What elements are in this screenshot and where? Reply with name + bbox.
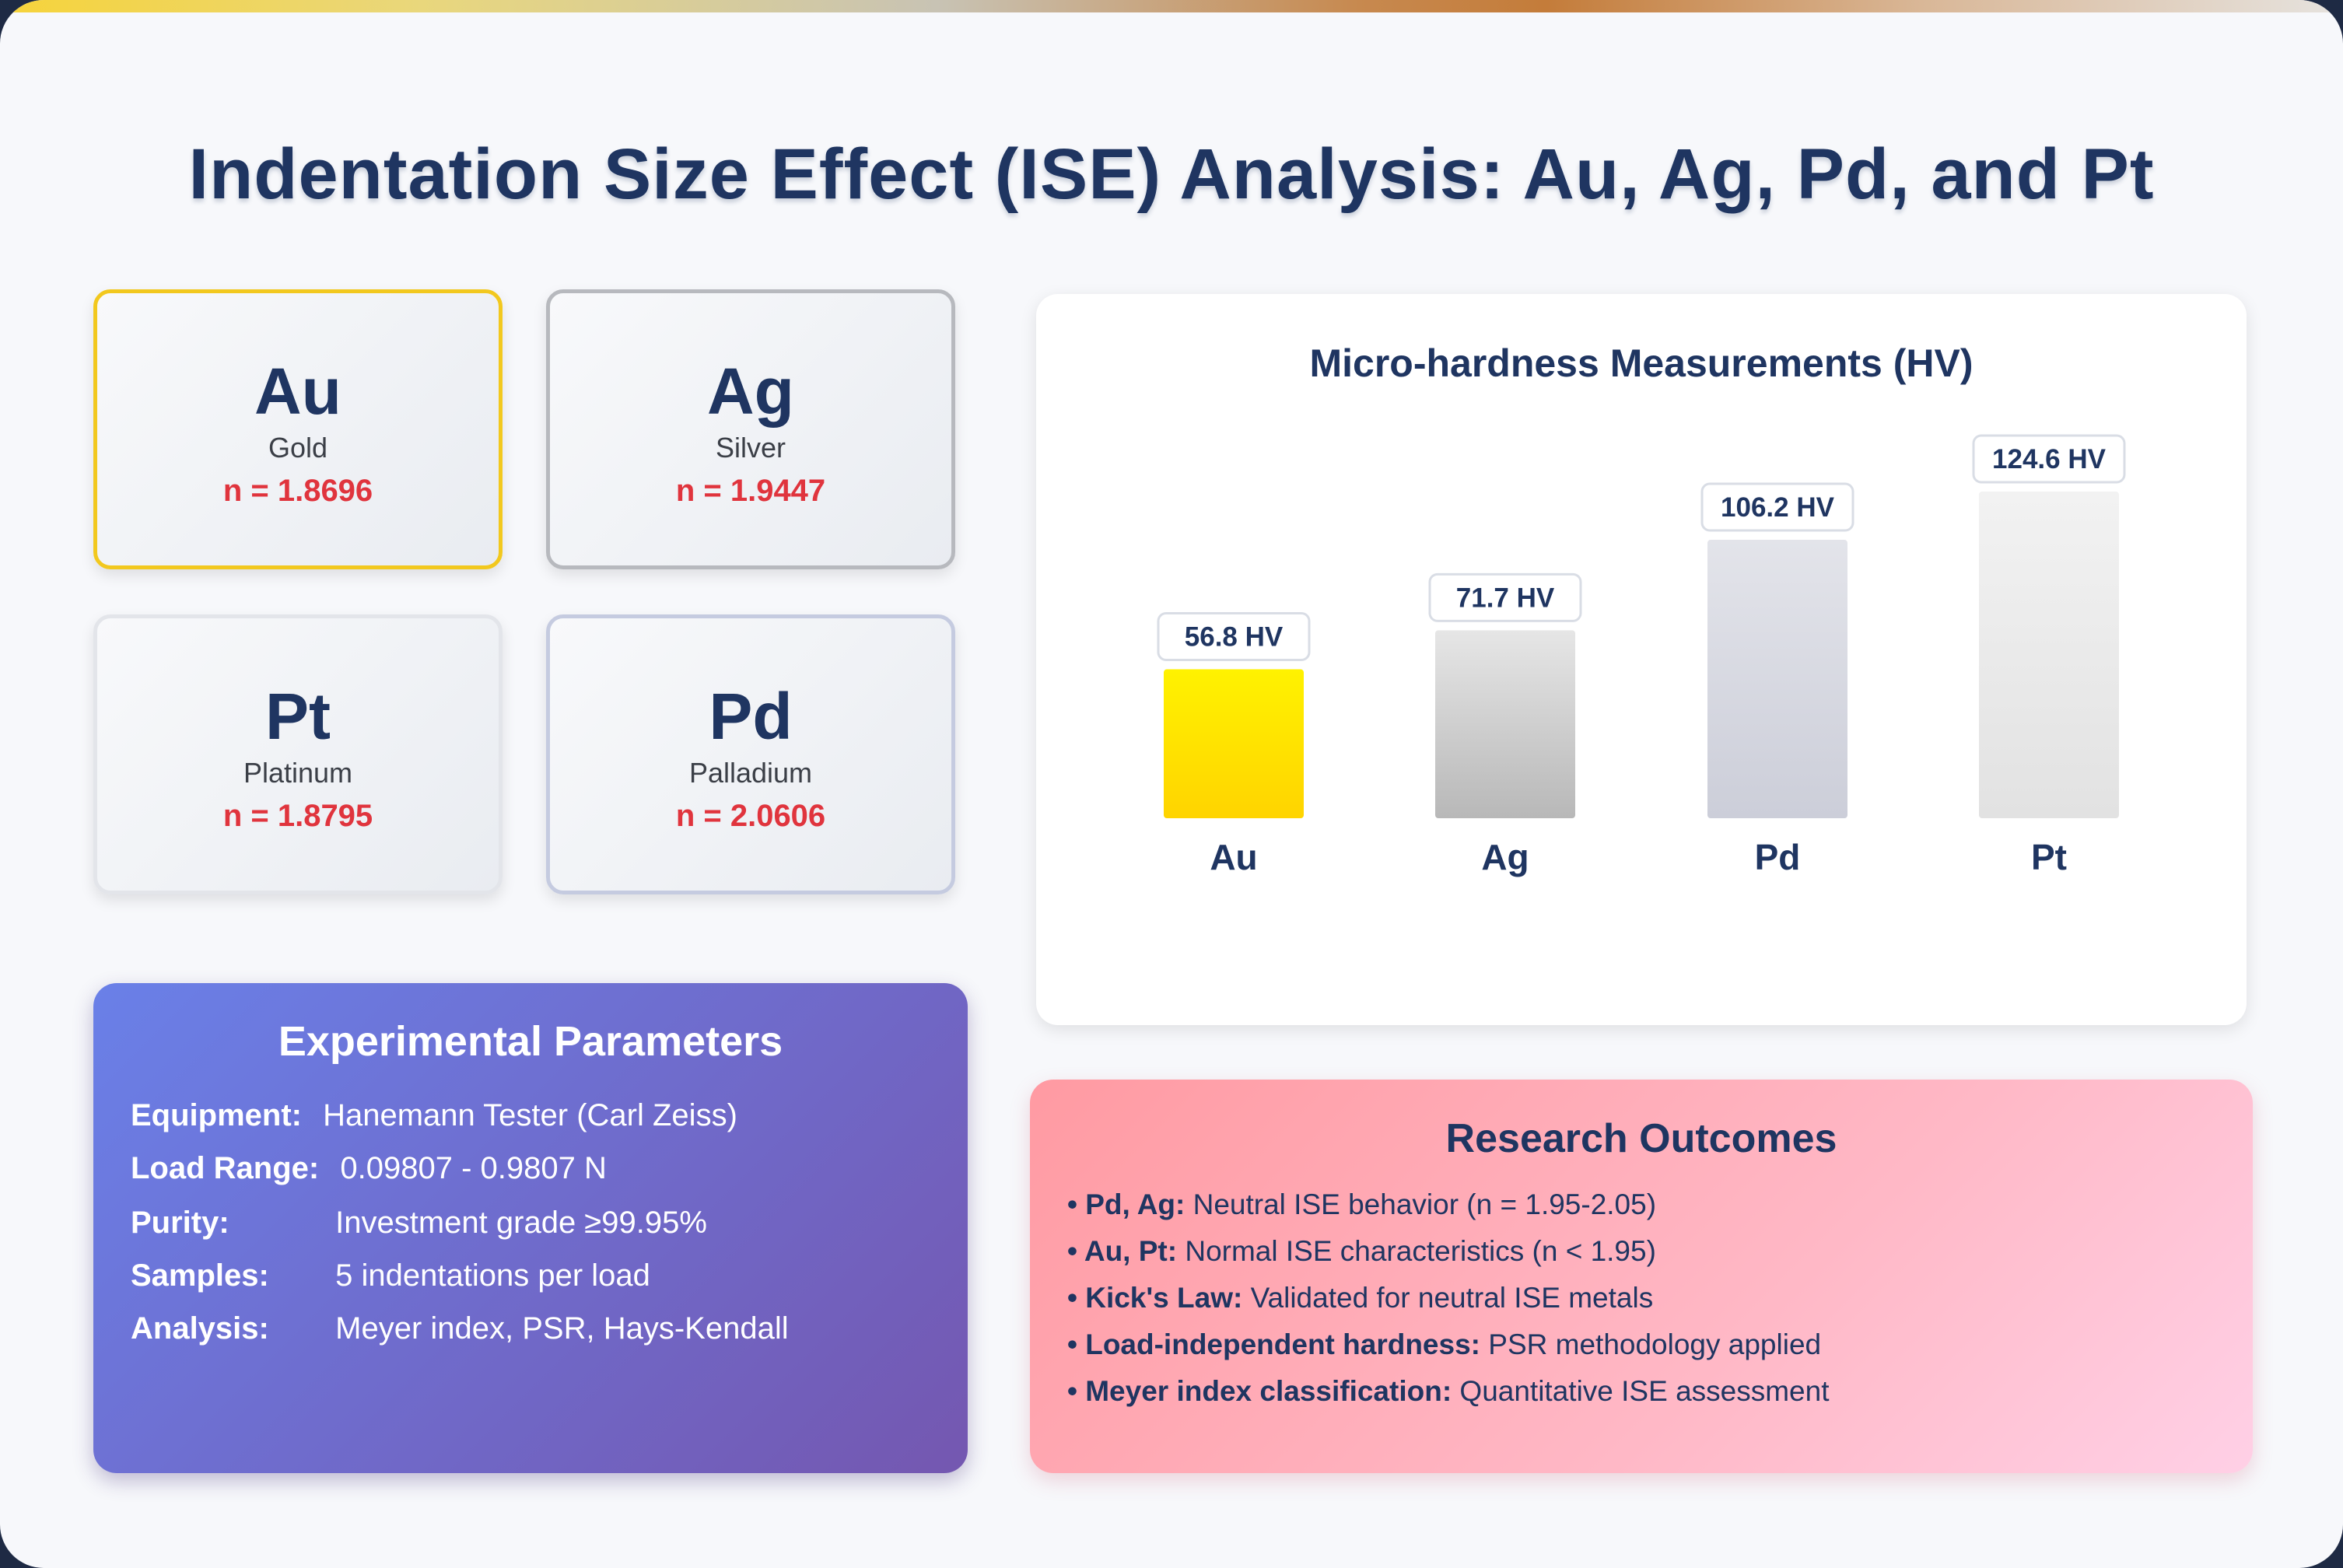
metal-card-ag: Ag Silver n = 1.9447 (546, 289, 955, 569)
metal-symbol: Pd (709, 680, 793, 753)
category-label: Pt (2031, 837, 2067, 877)
research-outcomes-panel: Research Outcomes • Pd, Ag: Neutral ISE … (1030, 1080, 2253, 1473)
param-value: 0.09807 - 0.9807 N (340, 1151, 607, 1185)
outcome-text: Neutral ISE behavior (n = 1.95-2.05) (1185, 1188, 1657, 1220)
outcome-label: • Load-independent hardness: (1067, 1328, 1480, 1360)
outcome-label: • Au, Pt: (1067, 1235, 1178, 1267)
category-label: Ag (1481, 837, 1529, 877)
param-row-samples: Samples: 5 indentations per load (131, 1258, 650, 1293)
metal-symbol: Ag (707, 355, 794, 428)
bar-au (1164, 669, 1304, 818)
metal-card-pd: Pd Palladium n = 2.0606 (546, 614, 955, 894)
outcomes-title: Research Outcomes (1445, 1116, 1837, 1161)
outcome-item: • Kick's Law: Validated for neutral ISE … (1067, 1282, 1653, 1314)
meyer-index-value: n = 1.9447 (675, 474, 826, 508)
param-row-purity: Purity: Investment grade ≥99.95% (131, 1206, 707, 1241)
outcome-item: • Meyer index classification: Quantitati… (1067, 1375, 1829, 1408)
outcome-text: Quantitative ISE assessment (1452, 1375, 1830, 1407)
outcome-label: • Pd, Ag: (1067, 1188, 1186, 1220)
param-value: Meyer index, PSR, Hays-Kendall (335, 1311, 789, 1346)
param-key: Analysis: (131, 1311, 269, 1346)
page-title: Indentation Size Effect (ISE) Analysis: … (188, 135, 2155, 214)
param-row-equipment: Equipment: Hanemann Tester (Carl Zeiss) (131, 1098, 737, 1133)
bar-pd (1707, 540, 1847, 818)
meyer-index-value: n = 1.8795 (222, 799, 373, 833)
bar-ag (1435, 630, 1575, 818)
meyer-index-value: n = 2.0606 (675, 799, 826, 833)
data-label-box (1700, 482, 1854, 532)
param-row-analysis: Analysis: Meyer index, PSR, Hays-Kendall (131, 1311, 789, 1346)
outcome-text: Validated for neutral ISE metals (1242, 1282, 1654, 1314)
outcome-item: • Au, Pt: Normal ISE characteristics (n … (1067, 1235, 1656, 1268)
data-label-box (1428, 572, 1582, 622)
outcome-label: • Meyer index classification: (1067, 1375, 1452, 1407)
params-title: Experimental Parameters (278, 1018, 783, 1065)
data-label: 124.6 HV (1992, 444, 2107, 474)
data-label: 106.2 HV (1721, 492, 1835, 523)
param-key: Equipment: (131, 1098, 302, 1132)
outcome-text: Normal ISE characteristics (n < 1.95) (1177, 1235, 1656, 1267)
data-label-box (1972, 434, 2126, 484)
param-key: Purity: (131, 1206, 229, 1240)
category-label: Au (1210, 837, 1257, 877)
param-value: Investment grade ≥99.95% (335, 1206, 707, 1240)
hardness-chart-panel: Micro-hardness Measurements (HV) 56.8 HV… (1036, 294, 2247, 1025)
metal-symbol: Pt (265, 680, 331, 753)
param-key: Samples: (131, 1258, 269, 1293)
bar-pt (1979, 492, 2119, 818)
metal-name: Silver (715, 432, 786, 464)
hardness-bar-chart: 56.8 HV Au 71.7 HV Ag 106.2 HV Pd 124.6 HV Pt (1157, 434, 2126, 877)
data-label: 56.8 HV (1185, 622, 1284, 653)
meyer-index-value: n = 1.8696 (222, 474, 373, 508)
chart-title: Micro-hardness Measurements (HV) (1309, 341, 1974, 385)
param-row-load-range: Load Range: 0.09807 - 0.9807 N (131, 1151, 607, 1186)
data-label-box (1157, 612, 1311, 662)
param-value: Hanemann Tester (Carl Zeiss) (323, 1098, 737, 1132)
metal-name: Palladium (688, 757, 813, 789)
metal-name: Platinum (243, 757, 353, 789)
outcome-item: • Load-independent hardness: PSR methodo… (1067, 1328, 1821, 1361)
top-accent-bar (0, 0, 2343, 12)
outcome-item: • Pd, Ag: Neutral ISE behavior (n = 1.95… (1067, 1188, 1656, 1221)
metal-card-au: Au Gold n = 1.8696 (93, 289, 503, 569)
experimental-parameters-panel: Experimental Parameters Equipment: Hanem… (93, 983, 968, 1473)
outcome-text: PSR methodology applied (1480, 1328, 1822, 1360)
category-label: Pd (1755, 837, 1801, 877)
outcome-label: • Kick's Law: (1067, 1282, 1243, 1314)
param-value: 5 indentations per load (335, 1258, 650, 1293)
metal-name: Gold (268, 432, 328, 464)
metal-card-pt: Pt Platinum n = 1.8795 (93, 614, 503, 894)
data-label: 71.7 HV (1456, 583, 1555, 613)
metal-symbol: Au (254, 355, 341, 428)
param-key: Load Range: (131, 1151, 320, 1185)
